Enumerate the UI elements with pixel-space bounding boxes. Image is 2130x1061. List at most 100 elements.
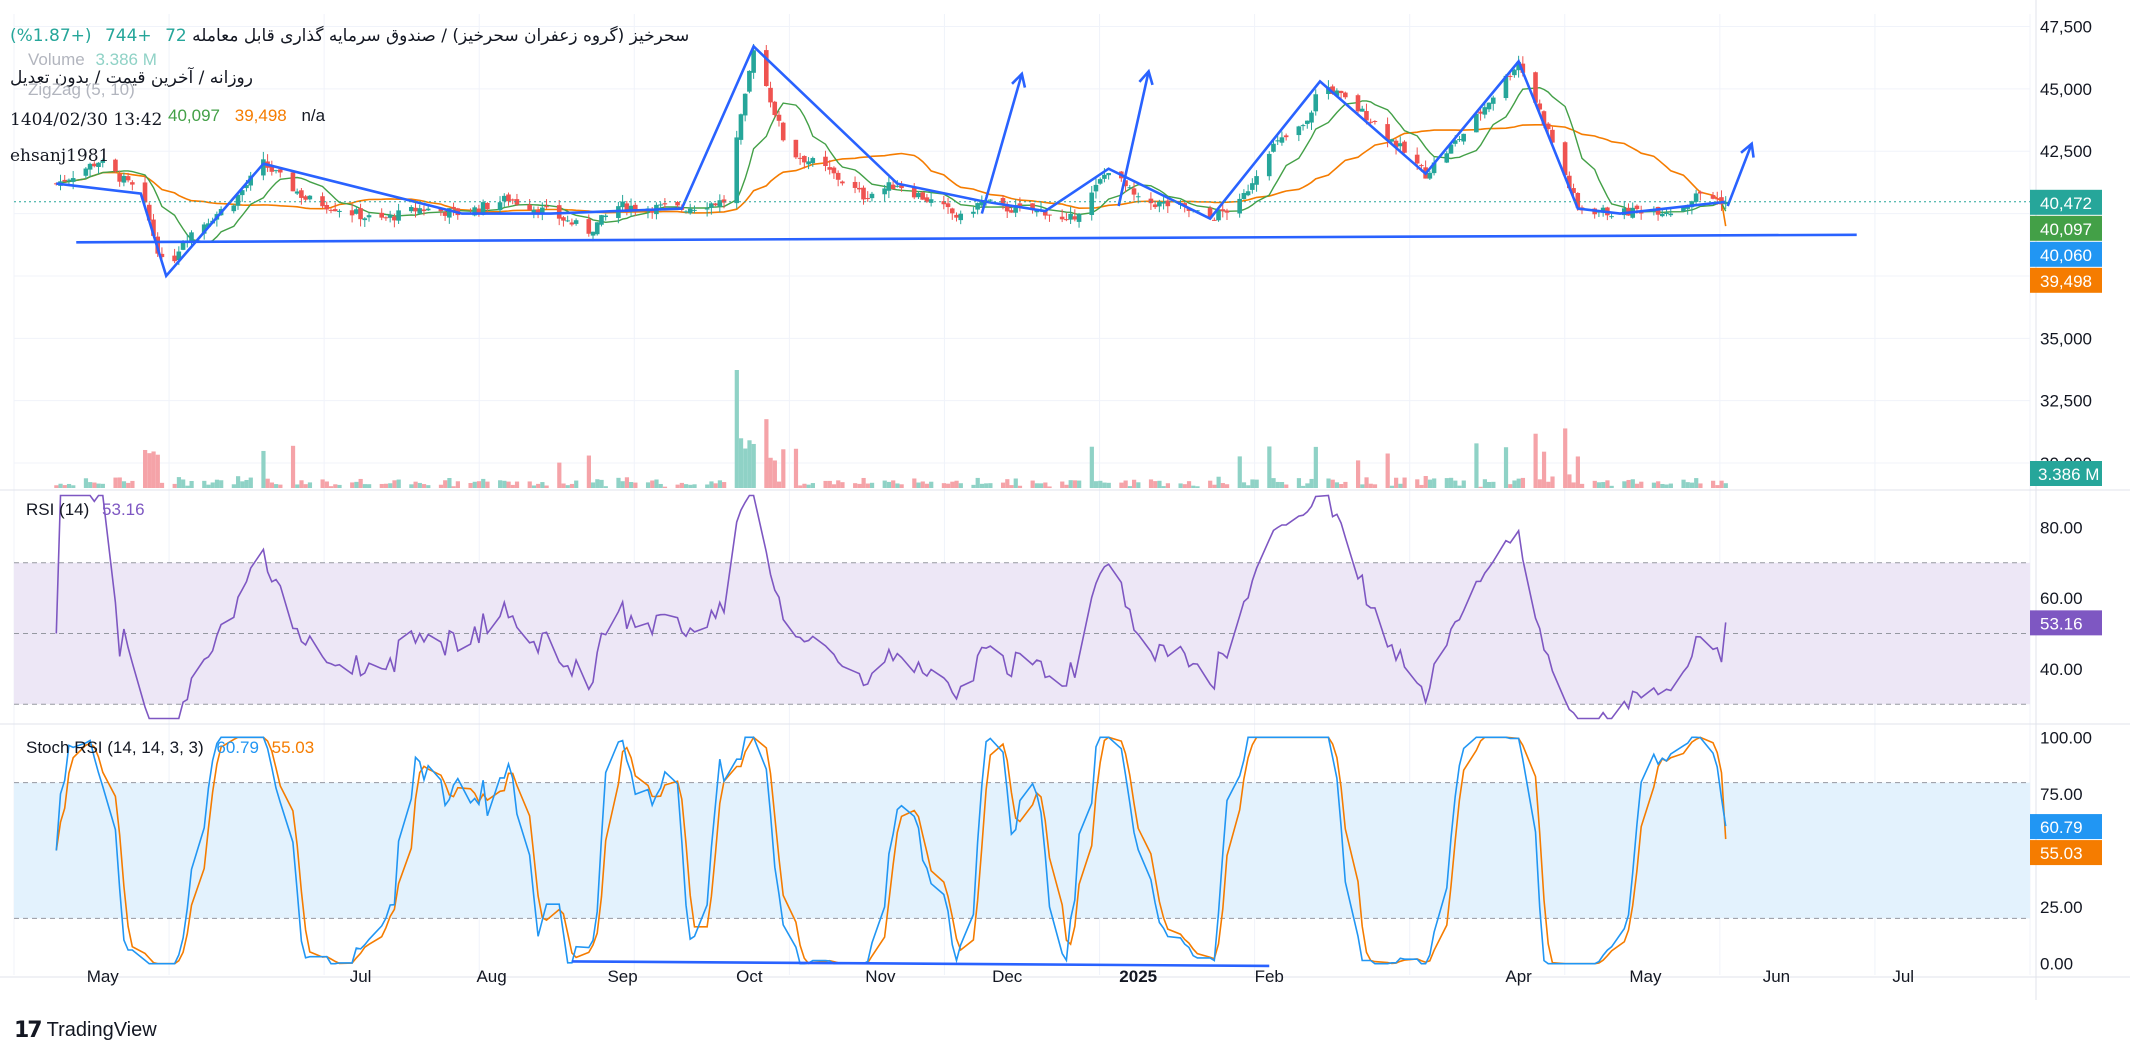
- candle-body: [586, 219, 592, 234]
- candle-body: [1600, 207, 1606, 213]
- volume-bar: [278, 484, 283, 488]
- up-arrow-2-head: [1138, 68, 1154, 86]
- candle-body: [425, 208, 431, 211]
- volume-bar: [383, 483, 389, 488]
- volume-bar: [1102, 482, 1107, 488]
- volume-bar: [265, 478, 270, 488]
- volume-bar: [438, 484, 444, 488]
- candle-body: [1545, 123, 1551, 130]
- volume-bar: [1077, 480, 1082, 488]
- price-tick-label: 42,500: [2040, 142, 2092, 161]
- volume-bar: [776, 481, 782, 488]
- volume-bar: [624, 477, 630, 488]
- candle-body: [87, 163, 93, 170]
- time-label: Apr: [1505, 967, 1532, 986]
- candle-body: [1490, 97, 1496, 104]
- candle-body: [1330, 86, 1335, 94]
- volume-bar: [857, 483, 862, 488]
- volume-bar: [574, 480, 579, 488]
- volume-bar: [603, 486, 608, 488]
- volume-bar: [1360, 484, 1365, 488]
- candle-body: [823, 156, 828, 167]
- volume-bar: [1309, 478, 1314, 488]
- volume-bar: [514, 481, 520, 488]
- volume-bar: [633, 482, 638, 488]
- volume-bar: [1550, 476, 1555, 488]
- volume-bar: [202, 480, 207, 488]
- volume-bar: [443, 480, 448, 488]
- change-value: +744: [104, 26, 152, 46]
- candle-body: [1250, 183, 1255, 190]
- volume-bar: [645, 482, 651, 488]
- candle-body: [632, 204, 638, 211]
- candle-body: [979, 200, 985, 206]
- volume-bar: [1398, 483, 1403, 488]
- volume-bar: [895, 483, 900, 488]
- candle-body: [734, 137, 740, 204]
- price-tick-label: 45,000: [2040, 80, 2092, 99]
- candle-body: [442, 212, 448, 216]
- candle-body: [988, 199, 993, 201]
- candle-body: [244, 185, 249, 189]
- volume-bar: [1681, 479, 1686, 488]
- candle-body: [337, 210, 342, 213]
- volume-bar: [1267, 446, 1272, 488]
- up-arrow-1: [980, 73, 1024, 214]
- candle-body: [324, 205, 330, 210]
- volume-bar: [54, 485, 59, 488]
- candle-body: [831, 167, 837, 174]
- volume-bar: [244, 479, 249, 488]
- candle-body: [1634, 205, 1640, 210]
- candle-body: [70, 178, 76, 182]
- candle-body: [1452, 140, 1458, 144]
- candle-body: [1474, 113, 1479, 133]
- candle-body: [810, 158, 816, 164]
- candle-body: [100, 160, 106, 163]
- volume-bar: [506, 481, 511, 488]
- volume-bar: [1284, 484, 1289, 488]
- candle-body: [1448, 144, 1454, 154]
- volume-bar: [354, 481, 359, 488]
- volume-bar: [290, 445, 296, 488]
- candle-body: [856, 187, 862, 190]
- volume-bar: [248, 477, 253, 488]
- volume-bar: [924, 483, 930, 488]
- volume-bar: [1689, 482, 1695, 488]
- volume-bar: [1165, 483, 1171, 488]
- candle-body: [358, 208, 363, 220]
- volume-bar: [151, 451, 156, 488]
- volume-bar: [1448, 477, 1454, 488]
- candle-body: [1343, 92, 1348, 98]
- volume-bar: [337, 484, 342, 488]
- candle-body: [146, 204, 152, 221]
- candle-body: [1402, 141, 1407, 153]
- candle-body: [561, 217, 566, 221]
- volume-bar: [1516, 478, 1521, 488]
- volume-bar: [751, 443, 756, 488]
- candle-body: [480, 202, 486, 215]
- tradingview-logo[interactable]: 17 TradingView: [14, 1018, 157, 1043]
- candle-body: [954, 214, 959, 218]
- candle-body: [1326, 87, 1331, 95]
- up-arrow-3-head: [1740, 141, 1755, 158]
- volume-bar: [1533, 433, 1538, 488]
- volume-bar: [1711, 480, 1716, 488]
- candle-body: [687, 208, 693, 214]
- candle-body: [180, 241, 186, 250]
- volume-bar: [595, 479, 600, 488]
- time-label: Jul: [350, 967, 372, 986]
- candle-body: [273, 170, 279, 172]
- volume-bar: [409, 484, 414, 488]
- candle-body: [421, 209, 427, 212]
- stoch-d-badge: [2030, 840, 2102, 866]
- candle-body: [121, 175, 127, 183]
- candle-body: [882, 188, 887, 195]
- volume-bar: [1216, 476, 1221, 488]
- time-label: Jul: [1892, 967, 1914, 986]
- volume-bar: [1326, 478, 1331, 488]
- volume-bar: [185, 485, 190, 488]
- candle-body: [1135, 196, 1141, 198]
- volume-bar: [1060, 481, 1065, 488]
